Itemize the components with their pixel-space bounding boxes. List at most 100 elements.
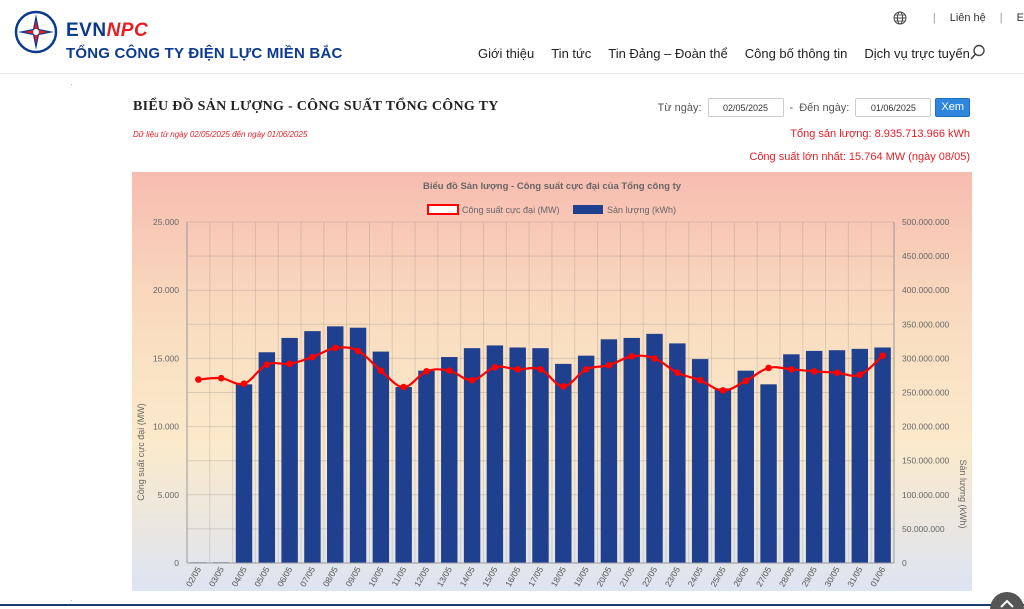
capacity-point[interactable] <box>377 367 385 374</box>
bar[interactable] <box>714 388 732 563</box>
capacity-point[interactable] <box>491 363 499 371</box>
legend-swatch-output[interactable] <box>573 205 603 214</box>
bar[interactable] <box>669 343 686 563</box>
capacity-point[interactable] <box>286 360 293 368</box>
capacity-point[interactable] <box>217 374 225 382</box>
bar[interactable] <box>235 384 253 563</box>
capacity-point[interactable] <box>674 369 681 377</box>
date-range-note: Dữ liệu từ ngày 02/05/2025 đến ngày 01/0… <box>133 130 308 139</box>
right-tick-label: 150.000.000 <box>902 456 950 466</box>
right-tick-label: 200.000.000 <box>902 422 950 432</box>
search-icon[interactable] <box>970 44 986 60</box>
legend-label-output[interactable]: Sản lượng (kWh) <box>607 205 676 215</box>
bar[interactable] <box>463 348 481 563</box>
capacity-point[interactable] <box>582 366 590 373</box>
bar[interactable] <box>646 333 663 563</box>
capacity-point[interactable] <box>445 367 453 374</box>
view-button[interactable]: Xem <box>935 98 970 117</box>
bar[interactable] <box>600 339 618 563</box>
bar[interactable] <box>691 359 709 563</box>
bar[interactable] <box>828 350 846 563</box>
right-tick-label: 100.000.000 <box>902 490 950 500</box>
capacity-point[interactable] <box>354 347 362 355</box>
bar[interactable] <box>623 337 640 563</box>
brand-npc: NPC <box>106 20 149 41</box>
bar[interactable] <box>441 357 458 563</box>
capacity-point[interactable] <box>742 377 750 385</box>
right-tick-label: 50.000.000 <box>902 524 945 534</box>
from-date-input[interactable] <box>707 98 784 117</box>
bar[interactable] <box>532 348 549 563</box>
bar[interactable] <box>349 327 367 563</box>
capacity-point[interactable] <box>605 361 613 369</box>
chart-title: Biểu đồ Sản lượng - Công suất cực đại củ… <box>423 181 682 192</box>
top-bar: | Liên hệ | E <box>893 11 1024 25</box>
date-separator: - <box>789 101 794 114</box>
capacity-point[interactable] <box>423 368 430 375</box>
capacity-point[interactable] <box>560 383 567 390</box>
capacity-point[interactable] <box>765 364 772 372</box>
to-date-input[interactable] <box>855 98 932 117</box>
capacity-point[interactable] <box>400 383 407 391</box>
right-tick-label: 350.000.000 <box>902 319 950 329</box>
brand-name[interactable]: EVNNPC <box>66 20 148 42</box>
capacity-point[interactable] <box>719 387 727 394</box>
capacity-point[interactable] <box>514 366 521 373</box>
main-nav: Giới thiệu Tin tức Tin Đảng – Đoàn thể C… <box>478 46 987 61</box>
bar[interactable] <box>395 387 412 563</box>
capacity-point[interactable] <box>309 353 316 361</box>
bar[interactable] <box>509 347 526 563</box>
bar[interactable] <box>258 352 276 563</box>
language-link[interactable]: E <box>1016 12 1024 24</box>
left-tick-label: 20.000 <box>153 285 179 295</box>
nav-item-online-services[interactable]: Dịch vụ trực tuyến <box>864 46 970 61</box>
capacity-point[interactable] <box>240 380 248 387</box>
nav-item-news[interactable]: Tin tức <box>551 46 592 61</box>
brand-evn: EVN <box>66 20 107 41</box>
right-tick-label: 450.000.000 <box>902 251 950 261</box>
capacity-point[interactable] <box>810 368 818 375</box>
bar[interactable] <box>760 384 777 563</box>
capacity-point[interactable] <box>833 369 841 377</box>
bar[interactable] <box>737 370 754 563</box>
bar[interactable] <box>304 331 321 563</box>
bar[interactable] <box>418 370 435 563</box>
nav-item-party-news[interactable]: Tin Đảng – Đoàn thể <box>608 46 728 61</box>
bar[interactable] <box>577 355 595 563</box>
line-series <box>195 344 886 394</box>
globe-icon[interactable] <box>893 11 907 25</box>
bar[interactable] <box>851 348 869 563</box>
bar[interactable] <box>874 347 891 563</box>
capacity-point[interactable] <box>628 353 636 360</box>
capacity-point[interactable] <box>856 371 864 379</box>
evn-logo-icon[interactable] <box>14 10 58 54</box>
capacity-point[interactable] <box>537 366 544 373</box>
contact-link[interactable]: Liên hệ <box>949 12 986 24</box>
bar[interactable] <box>805 350 823 563</box>
capacity-point[interactable] <box>788 366 795 373</box>
site-header: EVNNPC TỔNG CÔNG TY ĐIỆN LỰC MIỀN BẮC | … <box>0 0 1024 74</box>
bar-series <box>190 326 891 563</box>
capacity-point[interactable] <box>879 352 886 359</box>
bar[interactable] <box>281 337 298 563</box>
legend-label-capacity[interactable]: Công suất cực đại (MW) <box>462 205 560 215</box>
capacity-point[interactable] <box>195 376 202 383</box>
nav-item-about[interactable]: Giới thiệu <box>478 46 535 61</box>
bar[interactable] <box>486 345 504 563</box>
bar[interactable] <box>555 363 572 563</box>
nav-item-disclosure[interactable]: Công bố thông tin <box>744 46 848 61</box>
left-tick-label: 5.000 <box>158 490 180 500</box>
bar[interactable] <box>783 354 800 563</box>
top-separator: | <box>932 12 936 24</box>
capacity-point[interactable] <box>468 376 476 384</box>
capacity-point[interactable] <box>263 361 271 368</box>
bar[interactable] <box>327 326 344 563</box>
capacity-point[interactable] <box>651 355 658 362</box>
bar[interactable] <box>372 351 390 563</box>
capacity-point[interactable] <box>331 344 339 352</box>
capacity-point[interactable] <box>696 376 704 384</box>
company-name: TỔNG CÔNG TY ĐIỆN LỰC MIỀN BẮC <box>66 45 343 62</box>
scroll-top-button[interactable] <box>990 592 1024 609</box>
legend-swatch-capacity[interactable] <box>427 204 459 215</box>
chart-legend: Công suất cực đại (MW) Sản lượng (kWh) <box>427 204 676 215</box>
